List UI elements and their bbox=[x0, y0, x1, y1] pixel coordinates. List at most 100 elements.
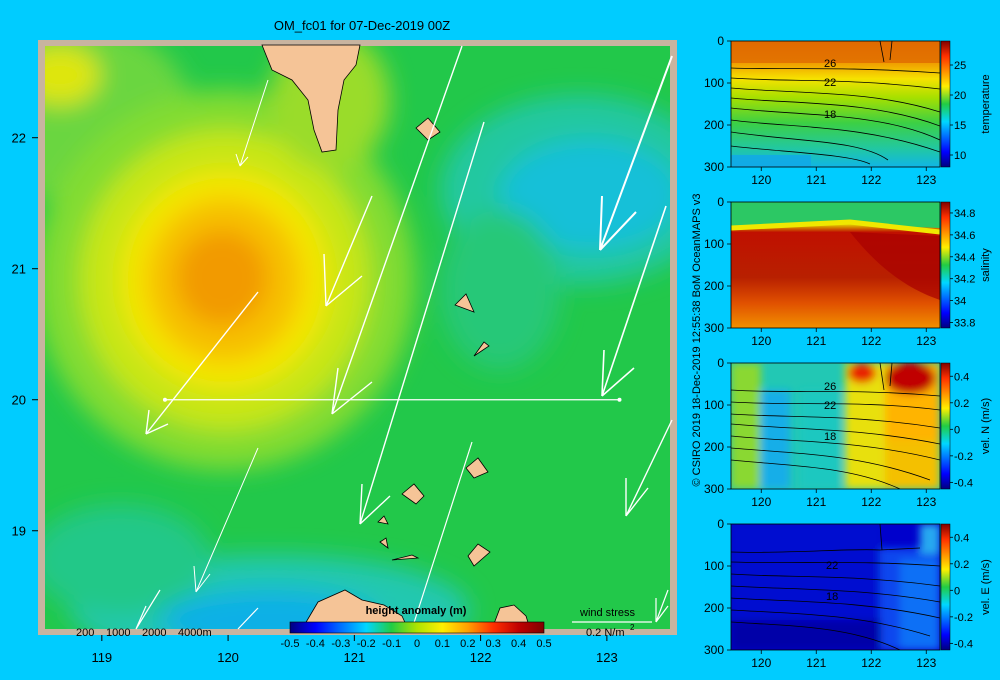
wind-vector bbox=[135, 589, 161, 630]
x-tick-label: 121 bbox=[806, 173, 826, 187]
x-tick-label: 123 bbox=[916, 656, 936, 670]
colorbar-tick-label: 34.2 bbox=[954, 274, 975, 286]
colorbar-tick-label: 0.5 bbox=[536, 638, 551, 650]
map-x-axis: 119 120 121 122 123 bbox=[91, 635, 618, 665]
bathymetry-legend: 200 1000 2000 4000m bbox=[76, 627, 212, 639]
colorbar-tick-label: 0.1 bbox=[435, 638, 450, 650]
y-tick-label: 19 bbox=[12, 524, 26, 539]
isotherm bbox=[879, 363, 893, 391]
colorbar-tick-label: 20 bbox=[954, 90, 966, 102]
isotherm bbox=[731, 447, 931, 481]
cold-layer bbox=[731, 155, 811, 167]
isotherm bbox=[731, 119, 940, 153]
isotherm bbox=[879, 41, 893, 63]
y-tick-label: 0 bbox=[717, 517, 724, 531]
x-tick-label: 121 bbox=[343, 650, 365, 665]
x-tick-label: 120 bbox=[751, 656, 771, 670]
taiwan-land bbox=[261, 44, 361, 153]
y-tick-label: 100 bbox=[704, 398, 724, 412]
y-tick-label: 300 bbox=[704, 321, 724, 335]
x-tick-label: 120 bbox=[217, 650, 239, 665]
y-tick-label: 0 bbox=[717, 34, 724, 48]
salinity-colorbar bbox=[940, 201, 951, 329]
warm-layer bbox=[731, 41, 940, 63]
contour-label: 18 bbox=[826, 591, 838, 603]
isotherm bbox=[731, 87, 940, 113]
x-tick-label: 122 bbox=[470, 650, 492, 665]
colorbar-tick-label: -0.2 bbox=[954, 451, 973, 463]
x-tick-label: 123 bbox=[916, 334, 936, 348]
isotherm bbox=[731, 621, 901, 650]
colorbar-tick-label: 0 bbox=[954, 424, 960, 436]
colorbar-tick-label: 34 bbox=[954, 296, 966, 308]
isotherm bbox=[731, 389, 940, 397]
x-tick-label: 122 bbox=[861, 495, 881, 509]
x-tick-label: 121 bbox=[806, 495, 826, 509]
panel-frame bbox=[730, 523, 941, 651]
sla-colorbar: height anomaly (m) -0.5 -0.4 -0.3 -0.2 -0.1 0… bbox=[281, 605, 552, 650]
y-tick-label: 300 bbox=[704, 643, 724, 657]
y-tick-label: 100 bbox=[704, 237, 724, 251]
colorbar-ramp bbox=[289, 621, 545, 634]
colorbar-tick-label: 0.3 bbox=[486, 638, 501, 650]
wind-stress-label: wind stress bbox=[579, 607, 636, 619]
contour-label: 18 bbox=[824, 109, 836, 121]
colorbar-tick-label: -0.2 bbox=[954, 612, 973, 624]
x-tick-label: 123 bbox=[916, 495, 936, 509]
wind-stress-legend: wind stress 0.2 N/m 2 bbox=[572, 607, 652, 639]
y-tick-label: 200 bbox=[704, 440, 724, 454]
y-tick-label: 300 bbox=[704, 160, 724, 174]
wind-vector bbox=[655, 589, 669, 623]
isotherm bbox=[731, 459, 901, 489]
wind-vector bbox=[193, 447, 259, 593]
colorbar-tick-label: -0.1 bbox=[382, 638, 401, 650]
y-tick-label: 20 bbox=[12, 393, 26, 408]
isotherm bbox=[731, 435, 940, 461]
salinity-panel bbox=[731, 202, 940, 328]
island bbox=[454, 293, 475, 313]
wind-vector bbox=[235, 79, 269, 167]
island bbox=[379, 537, 389, 549]
island bbox=[377, 515, 389, 525]
vel-n-colorbar bbox=[940, 362, 951, 490]
panel-variable-label: temperature bbox=[980, 74, 992, 133]
wind-vector bbox=[411, 441, 473, 630]
isotherm bbox=[731, 67, 940, 74]
wind-vector bbox=[625, 419, 673, 517]
isotherm bbox=[731, 97, 940, 127]
isotherm bbox=[731, 413, 940, 429]
isotherm bbox=[731, 547, 921, 553]
y-tick-label: 200 bbox=[704, 279, 724, 293]
isotherm bbox=[731, 107, 940, 141]
colorbar-tick-label: -0.4 bbox=[954, 477, 973, 489]
colorbar-tick-label: 0.4 bbox=[954, 532, 969, 544]
y-tick-label: 300 bbox=[704, 482, 724, 496]
vel-e-colorbar bbox=[940, 523, 951, 651]
y-tick-label: 0 bbox=[717, 195, 724, 209]
colorbar-tick-label: 34.6 bbox=[954, 230, 975, 242]
colorbar-tick-label: -0.4 bbox=[954, 638, 973, 650]
island bbox=[473, 341, 490, 357]
contour-label: 26 bbox=[824, 381, 836, 393]
section-panels: 26 22 18 bbox=[691, 34, 992, 670]
wind-vector bbox=[237, 607, 259, 630]
section-colorbars bbox=[940, 40, 951, 651]
colorbar-tick-label: -0.2 bbox=[357, 638, 376, 650]
colorbar-tick-label: 0.2 bbox=[954, 398, 969, 410]
x-tick-label: 121 bbox=[806, 334, 826, 348]
panel-frame bbox=[730, 40, 941, 168]
island bbox=[465, 457, 489, 479]
y-tick-label: 22 bbox=[12, 131, 26, 146]
colorbar-tick-label: 0.4 bbox=[954, 371, 969, 383]
isotherm bbox=[731, 131, 889, 161]
colorbar-ticks: -0.5 -0.4 -0.3 -0.2 -0.1 0 0.1 0.2 0.3 0.4 0.5 bbox=[281, 638, 552, 650]
y-tick-label: 200 bbox=[704, 118, 724, 132]
colorbar-tick-label: 10 bbox=[954, 150, 966, 162]
colorbar-tick-label: 25 bbox=[954, 60, 966, 72]
contour-label: 18 bbox=[824, 431, 836, 443]
x-tick-label: 120 bbox=[751, 173, 771, 187]
island bbox=[467, 543, 491, 567]
panel-frame bbox=[730, 362, 941, 490]
wind-stress-exponent: 2 bbox=[630, 623, 635, 632]
bathy-label: 200 bbox=[76, 627, 94, 639]
